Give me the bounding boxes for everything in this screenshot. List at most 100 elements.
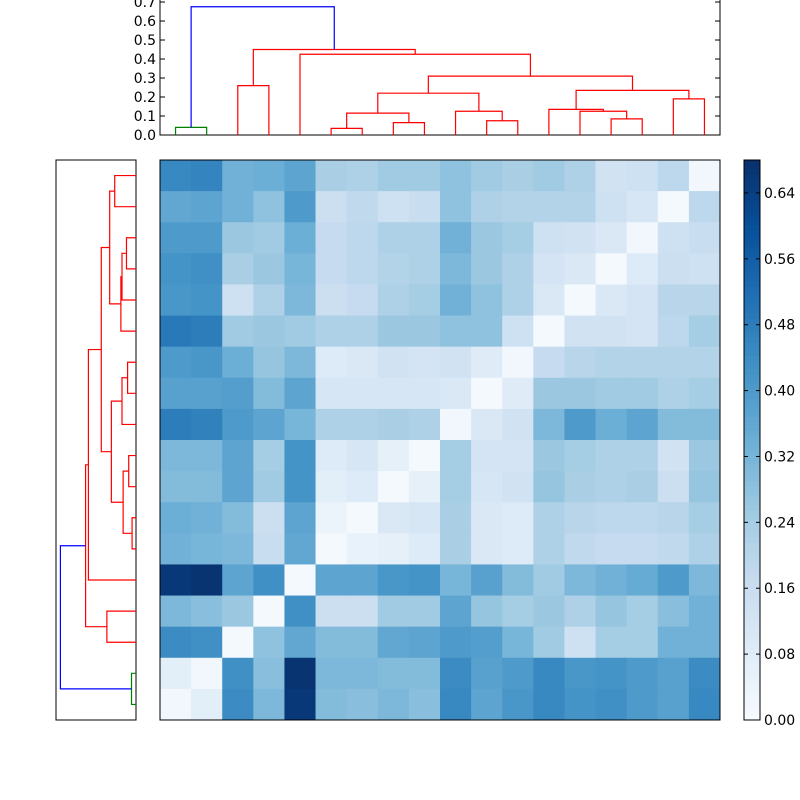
- heatmap-cell: [284, 657, 316, 690]
- heatmap-cell: [160, 284, 192, 316]
- heatmap-cell: [253, 595, 285, 628]
- colorbar-band: [744, 444, 760, 450]
- heatmap-cell: [688, 657, 721, 690]
- colorbar-band: [744, 598, 760, 604]
- heatmap-cell: [315, 408, 348, 441]
- colorbar-band: [744, 561, 760, 567]
- colorbar-band: [744, 528, 760, 534]
- heatmap-cell: [408, 440, 441, 472]
- heatmap-cell: [191, 502, 223, 534]
- dendrogram-link: [190, 6, 335, 128]
- heatmap-cell: [657, 440, 690, 472]
- heatmap-cell: [502, 222, 534, 254]
- colorbar: 0.00 0.08 0.16 0.24 0.32 0.40 0.48 0.56 0.64: [743, 159, 795, 729]
- heatmap-cell: [160, 160, 192, 192]
- heatmap-cell: [595, 377, 628, 410]
- colorbar-band: [744, 542, 760, 548]
- heatmap-cell: [564, 533, 596, 565]
- colorbar-band: [744, 701, 760, 707]
- heatmap-cell: [160, 564, 192, 596]
- colorbar-band: [744, 472, 760, 478]
- heatmap-cell: [253, 253, 285, 285]
- colorbar-band: [744, 556, 760, 562]
- heatmap-cell: [626, 440, 659, 472]
- dendrogram-link: [127, 361, 136, 394]
- colorbar-tick-label: 0.16: [764, 581, 795, 597]
- heatmap-cell: [564, 222, 596, 254]
- heatmap-cell: [471, 533, 503, 565]
- heatmap-cell: [626, 377, 659, 410]
- heatmap-cell: [408, 471, 441, 503]
- colorbar-band: [744, 524, 760, 530]
- colorbar-band: [744, 454, 760, 460]
- heatmap-cell: [284, 160, 316, 192]
- y-tick-label: 0.2: [134, 90, 156, 106]
- heatmap-cell: [657, 626, 690, 659]
- colorbar-band: [744, 505, 760, 511]
- heatmap-cell: [626, 595, 659, 628]
- heatmap-cell: [284, 440, 316, 472]
- colorbar-band: [744, 398, 760, 404]
- heatmap-cell: [160, 408, 192, 441]
- colorbar-band: [744, 169, 760, 175]
- colorbar-band: [744, 668, 760, 674]
- heatmap-cell: [253, 502, 285, 534]
- heatmap-cell: [626, 346, 659, 379]
- heatmap-cell: [346, 284, 379, 316]
- heatmap-cell: [346, 253, 379, 285]
- heatmap-cell: [471, 657, 503, 690]
- dendrogram-link: [377, 92, 480, 114]
- heatmap-cell: [502, 160, 534, 192]
- heatmap-cell: [657, 191, 690, 223]
- colorbar-band: [744, 692, 760, 698]
- heatmap-cell: [377, 533, 410, 565]
- colorbar-band: [744, 337, 760, 343]
- dendrogram-link: [579, 110, 628, 135]
- heatmap-cell: [440, 191, 472, 223]
- heatmap-cell: [284, 284, 316, 316]
- heatmap-cell: [191, 657, 223, 690]
- heatmap-cell: [657, 533, 690, 565]
- heatmap-cell: [160, 315, 192, 348]
- colorbar-band: [744, 519, 760, 525]
- heatmap-cell: [533, 346, 565, 379]
- colorbar-band: [744, 416, 760, 422]
- heatmap-cell: [160, 595, 192, 628]
- colorbar-band: [744, 482, 760, 488]
- colorbar-band: [744, 631, 760, 637]
- dendrogram-link: [174, 126, 208, 135]
- heatmap-cell: [533, 626, 565, 659]
- heatmap-cell: [533, 253, 565, 285]
- heatmap-cell: [688, 191, 721, 223]
- heatmap-cell: [502, 502, 534, 534]
- heatmap-cell: [440, 160, 472, 192]
- heatmap-cell: [315, 471, 348, 503]
- colorbar-tick-label: 0.32: [764, 449, 795, 465]
- dendrogram-link: [106, 610, 136, 643]
- dendrogram-link: [110, 400, 124, 503]
- colorbar-band: [744, 673, 760, 679]
- heatmap-cell: [253, 315, 285, 348]
- colorbar-band: [744, 351, 760, 357]
- heatmap-cell: [346, 377, 379, 410]
- heatmap-cell: [595, 688, 628, 721]
- heatmap-cell: [191, 222, 223, 254]
- heatmap-cell: [408, 657, 441, 690]
- heatmap-cell: [284, 408, 316, 441]
- dendrogram-link: [299, 53, 532, 135]
- heatmap-cell: [595, 315, 628, 348]
- heatmap-cell: [626, 564, 659, 596]
- heatmap-cell: [408, 533, 441, 565]
- heatmap-cell: [440, 595, 472, 628]
- colorbar-band: [744, 603, 760, 609]
- heatmap-cell: [440, 408, 472, 441]
- heatmap-cell: [471, 626, 503, 659]
- heatmap-cell: [657, 346, 690, 379]
- heatmap-cell: [595, 471, 628, 503]
- colorbar-band: [744, 374, 760, 380]
- colorbar-band: [744, 500, 760, 506]
- heatmap-cell: [626, 284, 659, 316]
- heatmap-cell: [284, 346, 316, 379]
- heatmap-cell: [440, 688, 472, 721]
- heatmap-cell: [377, 222, 410, 254]
